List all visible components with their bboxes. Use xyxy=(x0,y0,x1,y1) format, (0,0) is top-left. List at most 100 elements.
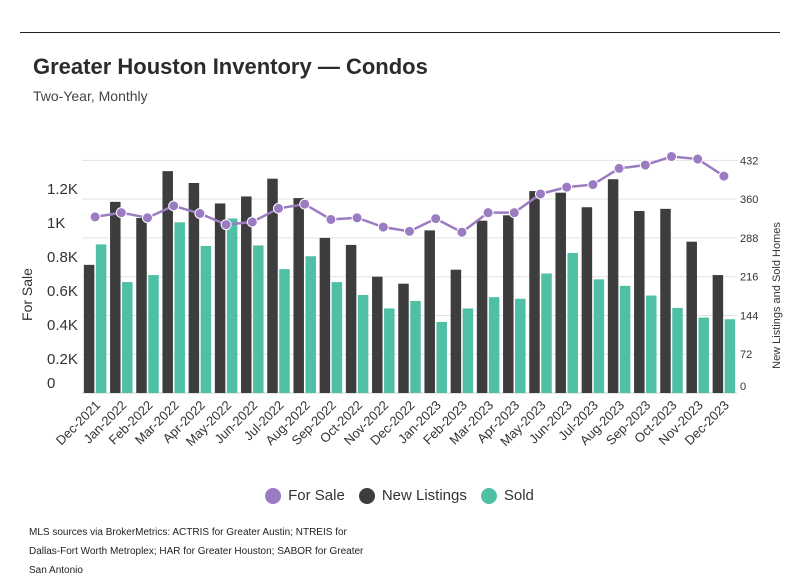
y-right-tick-label: 432 xyxy=(740,155,758,167)
bar-new-listings xyxy=(424,230,435,393)
bar-sold xyxy=(541,273,552,393)
legend-swatch-sold xyxy=(480,487,497,504)
for-sale-point xyxy=(456,226,468,238)
chart-subtitle: Two-Year, Monthly xyxy=(33,88,148,104)
legend-item-sold: Sold xyxy=(480,487,534,504)
bar-new-listings xyxy=(398,283,409,393)
bar-new-listings xyxy=(345,244,357,393)
bar-new-listings xyxy=(503,215,514,393)
for-sale-point xyxy=(482,207,494,219)
for-sale-point xyxy=(561,181,573,193)
bar-sold xyxy=(515,298,526,393)
for-sale-point xyxy=(142,212,153,224)
bar-sold xyxy=(410,300,421,393)
for-sale-point xyxy=(508,207,520,219)
bar-new-listings xyxy=(581,207,593,393)
bar-sold xyxy=(122,282,133,393)
bar-new-listings xyxy=(555,192,566,393)
bar-sold xyxy=(357,295,369,393)
bar-new-listings xyxy=(476,220,488,393)
bar-new-listings xyxy=(450,269,462,393)
bar-new-listings xyxy=(712,275,724,393)
chart-legend: For Sale New Listings Sold xyxy=(0,487,799,504)
for-sale-point xyxy=(220,219,232,231)
bar-sold xyxy=(593,279,605,393)
bar-sold xyxy=(174,222,185,393)
for-sale-point xyxy=(115,207,127,219)
bar-new-listings xyxy=(634,211,645,393)
bar-new-listings xyxy=(267,178,278,393)
y-right-tick-label: 360 xyxy=(740,194,758,206)
y-right-tick-label: 0 xyxy=(740,381,746,393)
legend-item-new-listings: New Listings xyxy=(358,487,467,504)
bar-new-listings xyxy=(162,171,173,393)
bar-new-listings xyxy=(241,196,252,393)
bar-sold xyxy=(148,275,159,393)
bar-sold xyxy=(567,253,578,393)
bar-new-listings xyxy=(372,276,383,393)
for-sale-point xyxy=(718,170,730,182)
y-left-tick-label: 0 xyxy=(47,375,55,392)
bar-sold xyxy=(200,246,212,393)
bar-new-listings xyxy=(83,264,95,393)
bar-new-listings xyxy=(188,183,200,393)
for-sale-point xyxy=(351,212,363,224)
y-right-tick-label: 72 xyxy=(740,349,752,361)
for-sale-point xyxy=(89,211,101,223)
bar-new-listings xyxy=(110,201,121,393)
y-left-tick-label: 1K xyxy=(47,215,65,232)
for-sale-point xyxy=(377,221,389,233)
for-sale-point xyxy=(666,151,677,163)
bar-sold xyxy=(436,321,447,393)
bar-sold xyxy=(95,244,107,393)
y-left-tick-label: 0.4K xyxy=(47,317,78,334)
bar-sold xyxy=(488,297,500,393)
legend-item-for-sale: For Sale xyxy=(265,487,345,504)
bar-sold xyxy=(279,269,290,393)
bar-new-listings xyxy=(686,241,697,393)
bar-new-listings xyxy=(136,218,147,393)
bar-sold xyxy=(253,245,264,393)
bar-sold xyxy=(724,319,736,393)
bar-sold xyxy=(646,295,657,393)
y-left-tick-label: 0.6K xyxy=(47,283,78,300)
chart-title: Greater Houston Inventory — Condos xyxy=(33,54,428,79)
for-sale-point xyxy=(692,153,704,165)
y-left-tick-label: 0.2K xyxy=(47,351,78,368)
legend-label-sold: Sold xyxy=(503,487,534,504)
y-left-axis-title: For Sale xyxy=(19,268,35,321)
bar-sold xyxy=(305,256,316,393)
source-note: MLS sources via BrokerMetrics: ACTRIS fo… xyxy=(29,527,364,576)
legend-label-for-sale: For Sale xyxy=(288,487,345,504)
for-sale-point xyxy=(535,188,546,200)
for-sale-point xyxy=(587,179,599,191)
for-sale-point xyxy=(430,213,442,225)
y-right-tick-label: 288 xyxy=(740,233,758,245)
legend-label-new-listings: New Listings xyxy=(381,487,467,504)
for-sale-point xyxy=(299,198,311,210)
y-left-tick-label: 0.8K xyxy=(47,249,78,266)
bar-new-listings xyxy=(660,208,671,393)
for-sale-point xyxy=(273,202,284,214)
bar-new-listings xyxy=(607,179,619,393)
y-right-axis-title: New Listings and Sold Homes xyxy=(771,222,783,369)
bar-sold xyxy=(462,308,474,393)
y-right-tick-label: 216 xyxy=(740,272,758,284)
bar-new-listings xyxy=(319,237,331,393)
bar-new-listings xyxy=(214,203,226,393)
for-sale-point xyxy=(325,213,337,225)
top-rule xyxy=(20,32,780,33)
y-right-tick-label: 144 xyxy=(740,310,758,322)
for-sale-point xyxy=(404,225,415,237)
bar-sold xyxy=(384,308,395,393)
for-sale-point xyxy=(246,216,258,228)
for-sale-point xyxy=(613,162,625,174)
legend-swatch-for-sale xyxy=(265,487,282,504)
y-left-tick-label: 1.2K xyxy=(47,181,78,198)
for-sale-point xyxy=(194,208,206,220)
legend-swatch-new-listings xyxy=(358,487,375,504)
bar-sold xyxy=(698,317,709,393)
bar-sold xyxy=(331,282,343,393)
bar-sold xyxy=(672,307,683,393)
